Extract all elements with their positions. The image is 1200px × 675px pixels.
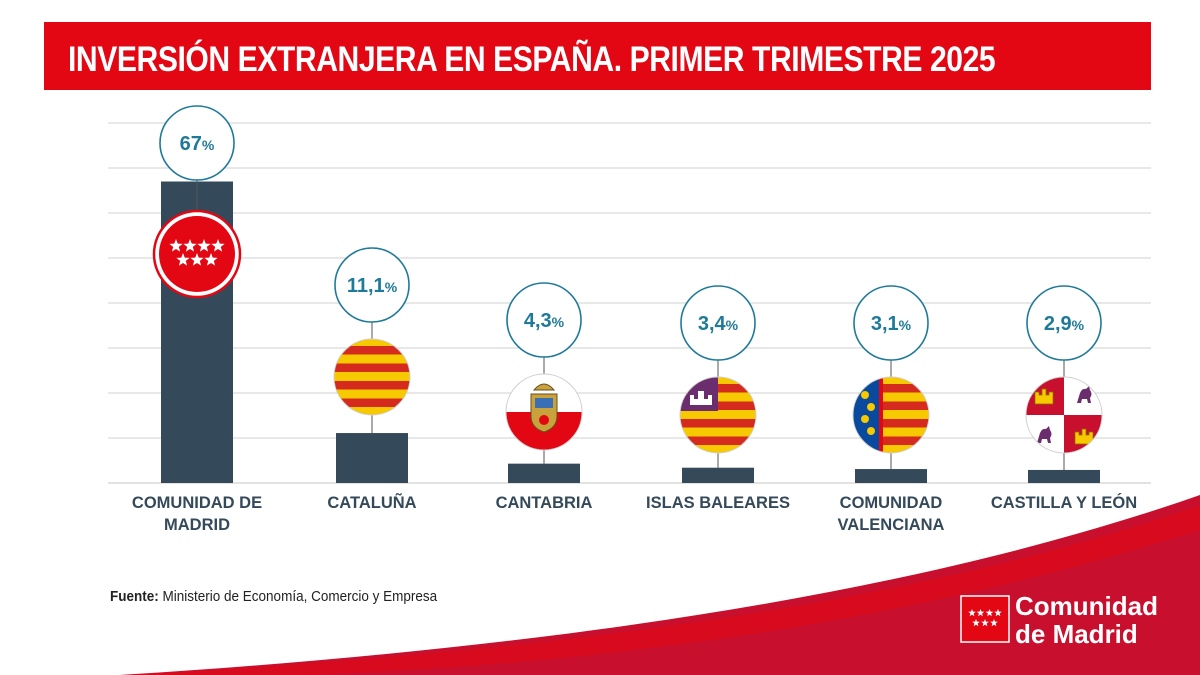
castle-icon [690,391,712,405]
category-label: MADRID [164,516,230,534]
source-label: Fuente: [110,588,159,605]
value-label: 3,1% [871,313,912,335]
star-icon [211,239,225,252]
category-label: CATALUÑA [327,492,416,512]
flag-border [505,373,583,451]
source-text: Ministerio de Economía, Comercio y Empre… [162,588,438,605]
footer-swoosh [120,495,1200,675]
valenciana-flag [852,376,930,454]
star-icon [197,239,211,252]
crown-ornament-icon [867,403,875,411]
flag-border [852,376,930,454]
logo-star-icon [972,619,980,627]
castle-icon [1074,428,1094,445]
value-label: 3,4% [698,313,739,335]
castilla-leon-flag [1025,376,1103,454]
cataluna-flag [333,338,411,416]
value-label: 4,3% [524,310,565,332]
footer-swoosh-light [120,505,1200,675]
value-bubble [853,285,929,361]
logo-star-icon [968,609,976,617]
star-icon [176,253,190,266]
bar-5 [855,469,927,483]
category-label: CANTABRIA [496,494,593,512]
comunidad-madrid-logo [960,595,1010,643]
category-label: ISLAS BALEARES [646,494,790,512]
cantabria-flag [505,373,583,451]
bar-3 [508,463,580,483]
crown-ornament-icon [861,391,869,399]
logo-line-1: Comunidad [1015,591,1158,621]
value-bubble [506,282,582,358]
logo-text: Comunidad de Madrid [1015,592,1158,648]
star-icon [169,239,183,252]
lion-icon [1037,426,1052,443]
category-label: CASTILLA Y LEÓN [991,493,1137,512]
star-icon [204,253,218,266]
logo-line-2: de Madrid [1015,619,1138,649]
star-icon [190,253,204,266]
logo-star-icon [985,609,994,617]
value-bubble [1026,285,1102,361]
logo-star-icon [994,609,1002,617]
flag-border [152,209,242,299]
baleares-flag [679,376,757,454]
bar-6 [1028,469,1100,483]
flag-border [1025,376,1103,454]
star-icon [183,239,197,252]
category-label: VALENCIANA [838,516,945,534]
category-label: COMUNIDAD DE [132,494,262,512]
value-bubble [680,285,756,361]
value-label: 2,9% [1044,313,1085,335]
value-label: 67% [180,133,215,155]
logo-star-icon [990,619,998,627]
value-bubble [334,247,410,323]
logo-star-icon [981,619,989,627]
page-title: INVERSIÓN EXTRANJERA EN ESPAÑA. PRIMER T… [68,40,996,79]
flag-border [679,376,757,454]
category-label: COMUNIDAD [840,494,943,512]
value-bubble [159,105,235,181]
crown-ornament-icon [861,415,869,423]
castle-icon [1034,388,1054,405]
value-label: 11,1% [347,275,398,297]
crown-ornament-icon [867,427,875,435]
lion-icon [1077,386,1092,403]
madrid-flag [152,209,242,299]
flag-border [333,338,411,416]
bar-4 [682,467,754,483]
bar-2 [336,433,408,483]
logo-star-icon [976,609,985,617]
source-note: Fuente: Ministerio de Economía, Comercio… [110,588,437,605]
title-banner [44,22,1151,90]
